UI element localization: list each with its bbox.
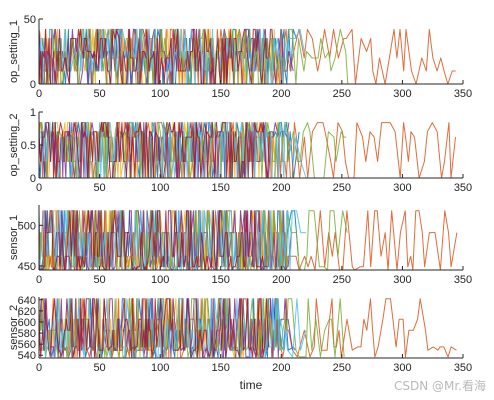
plot-area bbox=[39, 210, 458, 270]
series-line bbox=[39, 28, 268, 84]
x-tick-label: 200 bbox=[272, 274, 290, 286]
plot-area bbox=[39, 122, 456, 178]
series-line bbox=[39, 298, 269, 358]
y-axis-label: sensor_1 bbox=[8, 215, 20, 260]
x-tick-label: 300 bbox=[393, 362, 411, 374]
x-tick-label: 200 bbox=[272, 182, 290, 194]
x-tick-label: 50 bbox=[93, 274, 105, 286]
y-tick-label: 0 bbox=[30, 173, 36, 185]
y-axis-label: op_setting_2 bbox=[8, 114, 20, 177]
series-line bbox=[39, 122, 307, 178]
x-tick-label: 150 bbox=[212, 182, 230, 194]
x-tick-label: 300 bbox=[393, 274, 411, 286]
x-tick-label: 250 bbox=[333, 88, 351, 100]
x-tick-label: 300 bbox=[393, 182, 411, 194]
x-tick-label: 350 bbox=[454, 274, 472, 286]
x-tick-label: 350 bbox=[454, 182, 472, 194]
series-line bbox=[39, 122, 270, 178]
y-tick-label: 0 bbox=[30, 79, 36, 91]
x-tick-label: 350 bbox=[454, 88, 472, 100]
y-tick-label: 1 bbox=[30, 107, 36, 119]
series-line bbox=[39, 210, 307, 270]
y-tick-label: 560 bbox=[18, 339, 36, 351]
y-tick-label: 500 bbox=[18, 220, 36, 232]
x-tick-label: 0 bbox=[36, 88, 42, 100]
y-tick-label: 540 bbox=[18, 350, 36, 362]
series-line bbox=[39, 298, 457, 358]
x-tick-label: 50 bbox=[93, 88, 105, 100]
watermark: CSDN @Mr.看海 bbox=[393, 379, 486, 393]
x-tick-label: 250 bbox=[333, 362, 351, 374]
x-tick-label: 100 bbox=[151, 362, 169, 374]
y-axis-label: op_setting_1 bbox=[8, 20, 20, 83]
y-tick-label: 640 bbox=[18, 295, 36, 307]
x-tick-label: 200 bbox=[272, 362, 290, 374]
plot-area bbox=[39, 298, 457, 358]
y-tick-label: 580 bbox=[18, 328, 36, 340]
x-tick-label: 0 bbox=[36, 362, 42, 374]
x-tick-label: 250 bbox=[333, 274, 351, 286]
subplot-2: 0 50 100 150 200 250 300 350 0 0.5 1 op_setting_2 bbox=[8, 107, 472, 194]
x-tick-label: 100 bbox=[151, 274, 169, 286]
series-line bbox=[39, 122, 347, 178]
x-tick-label: 150 bbox=[212, 88, 230, 100]
x-tick-label: 300 bbox=[393, 88, 411, 100]
x-axis-label: time bbox=[240, 378, 263, 392]
y-tick-label: 450 bbox=[18, 261, 36, 273]
x-tick-label: 100 bbox=[151, 182, 169, 194]
subplot-4: 0 50 100 150 200 250 300 350 540560580600620640s… bbox=[8, 295, 472, 392]
plot-area bbox=[39, 28, 456, 84]
x-tick-label: 250 bbox=[333, 182, 351, 194]
x-tick-label: 100 bbox=[151, 88, 169, 100]
x-tick-label: 0 bbox=[36, 182, 42, 194]
x-tick-label: 350 bbox=[454, 362, 472, 374]
y-tick-label: 620 bbox=[18, 306, 36, 318]
y-tick-label: 50 bbox=[24, 14, 36, 26]
subplot-1: 0 50 100 150 200 250 300 350 0 50 op_setting_1 bbox=[8, 14, 472, 100]
x-tick-label: 200 bbox=[272, 88, 290, 100]
x-tick-label: 0 bbox=[36, 274, 42, 286]
x-tick-label: 150 bbox=[212, 362, 230, 374]
y-tick-label: 0.5 bbox=[21, 140, 36, 152]
y-axis-label: sensor_2 bbox=[8, 305, 20, 350]
x-tick-label: 150 bbox=[212, 274, 230, 286]
series-line bbox=[39, 210, 268, 270]
y-tick-label: 600 bbox=[18, 317, 36, 329]
x-tick-label: 50 bbox=[93, 182, 105, 194]
x-tick-label: 50 bbox=[93, 362, 105, 374]
